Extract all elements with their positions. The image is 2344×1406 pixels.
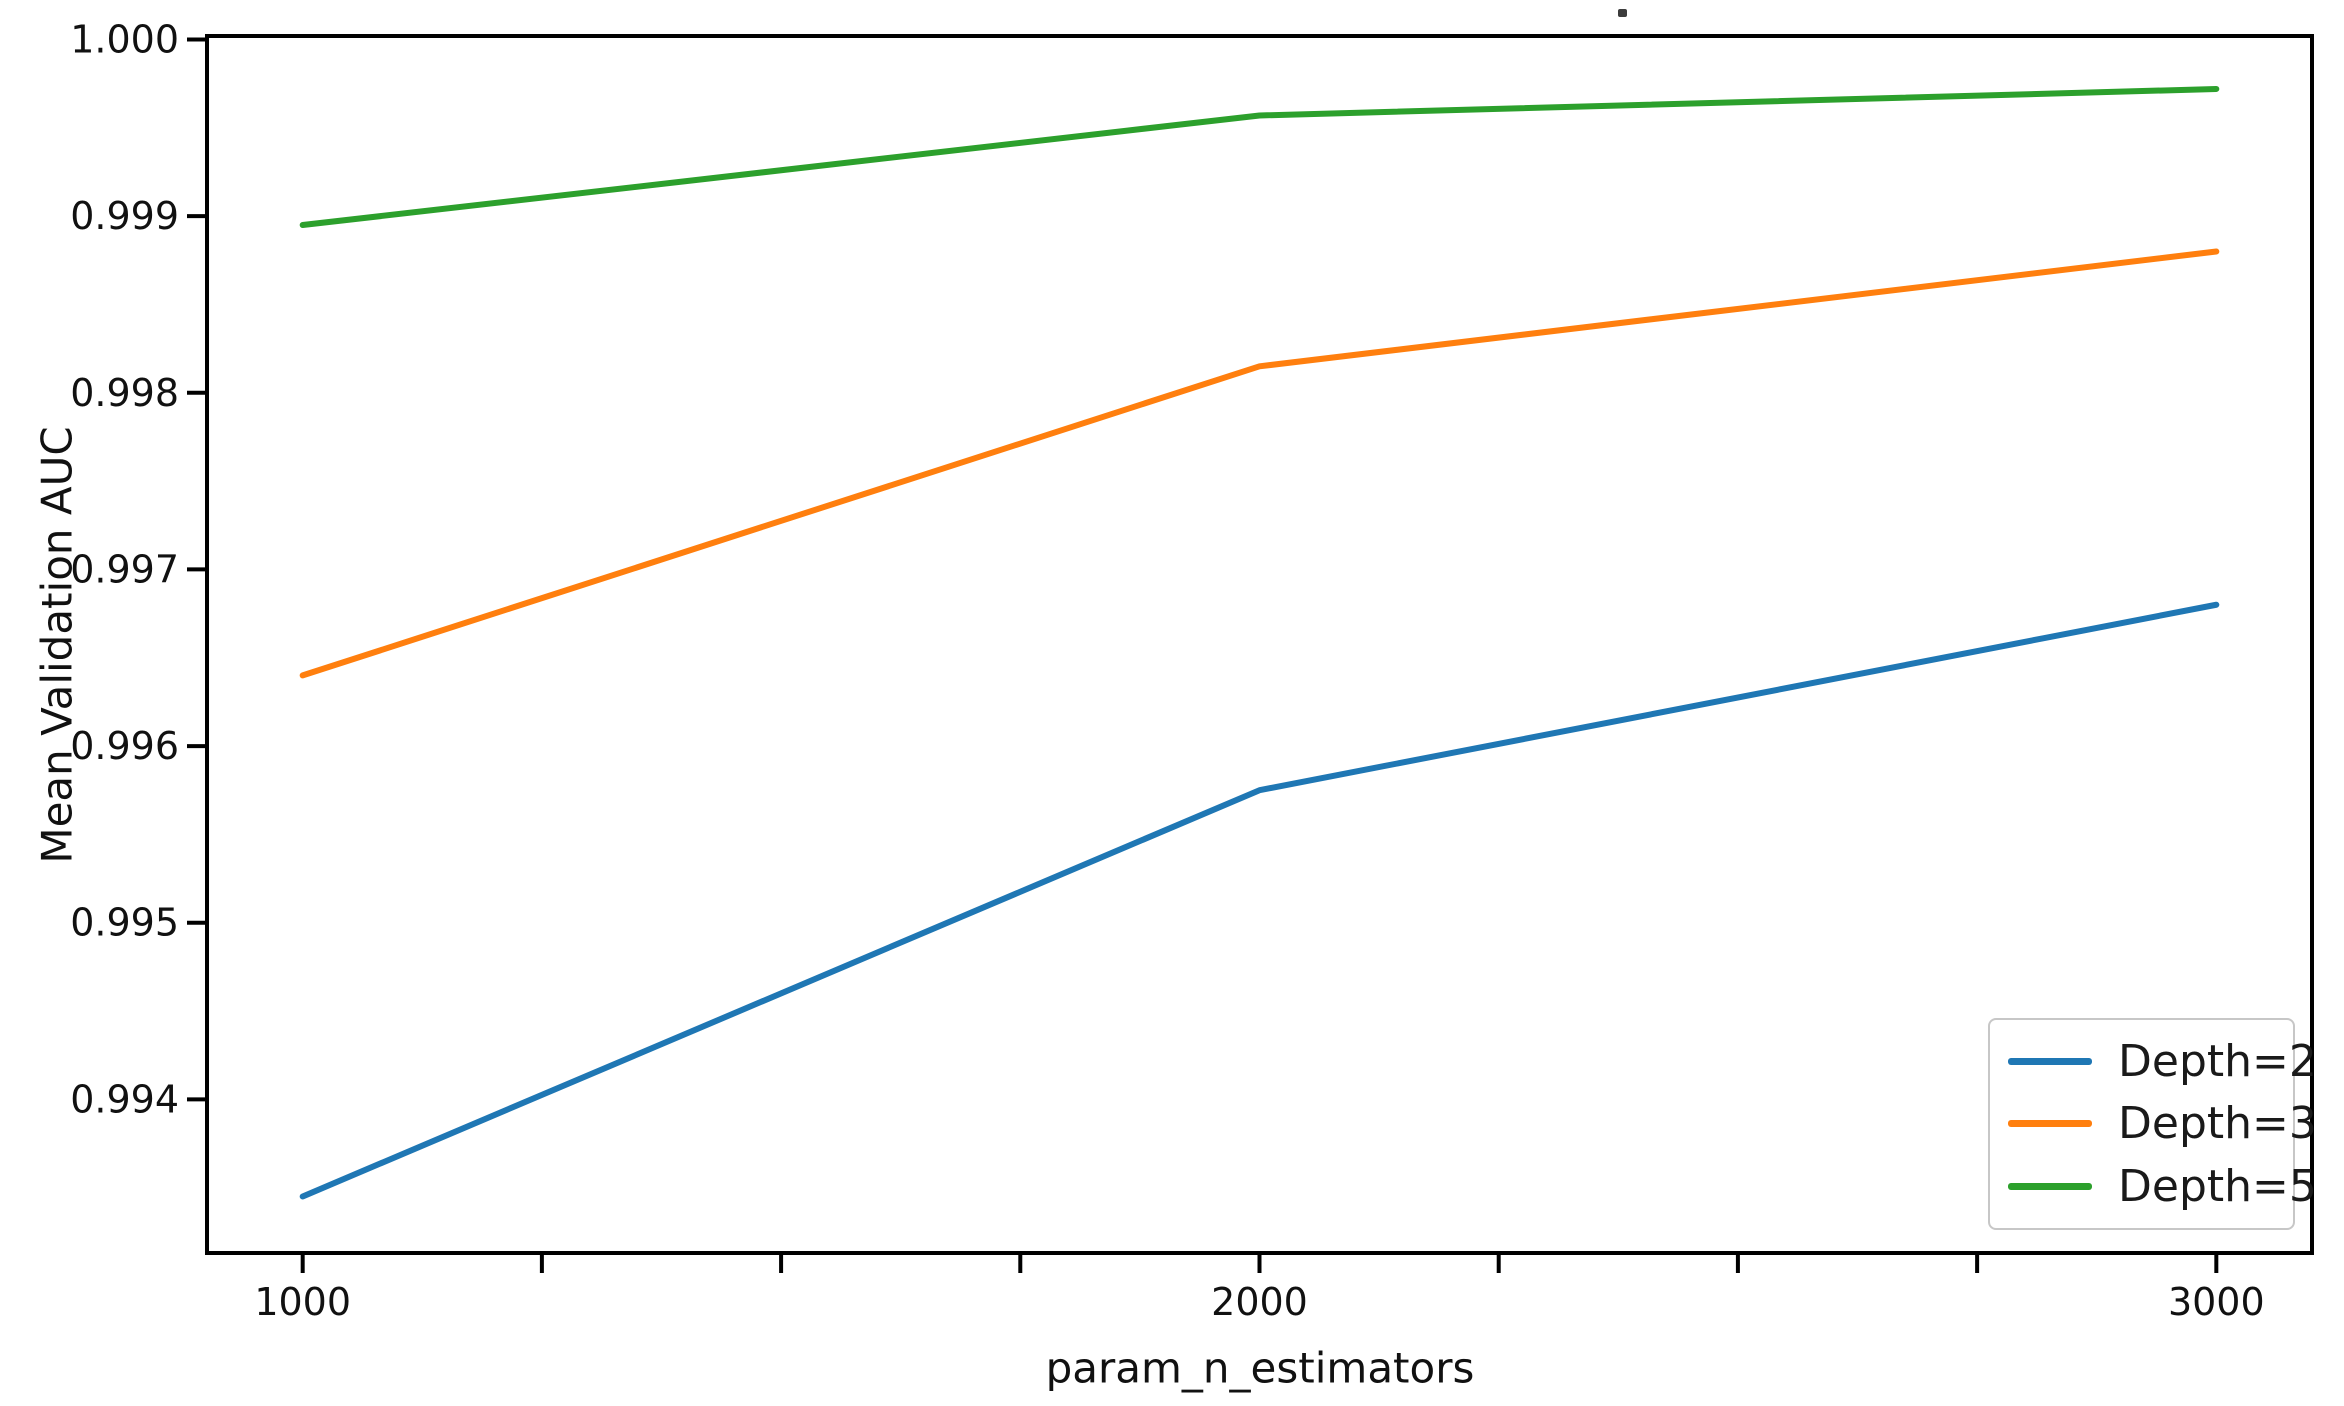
legend-label: Depth=2 — [2118, 1035, 2317, 1087]
y-tick-label: 0.996 — [70, 724, 179, 768]
y-tick-label: 0.995 — [70, 901, 179, 945]
stray-dot-artifact — [1618, 9, 1627, 17]
legend-item: Depth=3 — [2008, 1098, 2317, 1149]
legend-label: Depth=5 — [2118, 1161, 2317, 1213]
legend-line-swatch — [2008, 1057, 2092, 1065]
legend-item: Depth=5 — [2008, 1161, 2317, 1212]
x-tick-label: 3000 — [2168, 1280, 2265, 1324]
series-line-depth-3 — [299, 248, 2220, 679]
legend: Depth=2 Depth=3 Depth=5 — [1988, 1018, 2317, 1230]
y-tick-label: 0.994 — [70, 1077, 179, 1121]
legend-line-swatch — [2008, 1183, 2092, 1191]
series-line-depth-2 — [299, 601, 2220, 1200]
x-tick-label: 2000 — [1211, 1280, 1308, 1324]
y-tick-label: 1.000 — [70, 18, 179, 62]
series-line-depth-5 — [299, 85, 2220, 228]
legend-item: Depth=2 — [2008, 1036, 2317, 1087]
y-axis-label: Mean Validation AUC — [32, 426, 82, 864]
x-tick-label: 1000 — [254, 1280, 351, 1324]
legend-label: Depth=3 — [2118, 1098, 2317, 1150]
legend-line-swatch — [2008, 1120, 2092, 1128]
x-axis-label: param_n_estimators — [1045, 1343, 1475, 1393]
y-tick-label: 0.997 — [70, 547, 179, 591]
y-tick-label: 0.998 — [70, 371, 179, 415]
y-tick-label: 0.999 — [70, 194, 179, 238]
